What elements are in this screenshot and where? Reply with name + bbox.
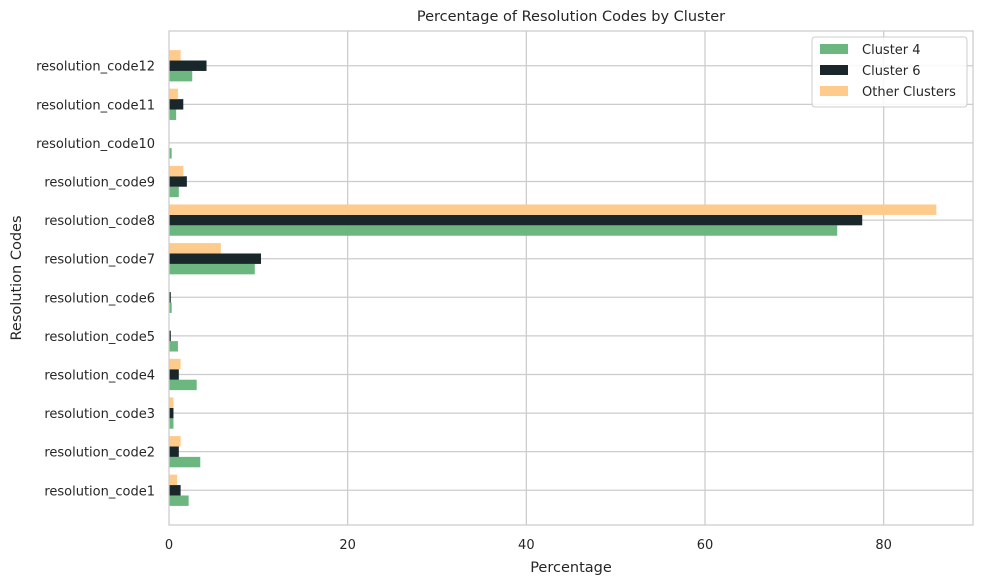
bar bbox=[169, 99, 184, 110]
y-tick-label: resolution_code6 bbox=[44, 291, 155, 306]
x-axis-label: Percentage bbox=[530, 560, 612, 576]
bars bbox=[169, 50, 937, 506]
bar bbox=[169, 302, 172, 313]
y-axis-label: Resolution Codes bbox=[9, 215, 25, 340]
legend-swatch bbox=[820, 65, 848, 75]
y-tick-label: resolution_code8 bbox=[44, 214, 155, 229]
bar bbox=[169, 358, 181, 370]
x-tick-label: 80 bbox=[875, 538, 892, 553]
legend-swatch bbox=[820, 44, 848, 54]
y-tick-label: resolution_code1 bbox=[44, 484, 155, 499]
legend: Cluster 4 Cluster 6 Other Clusters bbox=[811, 36, 968, 108]
bar bbox=[169, 456, 201, 468]
bar bbox=[169, 148, 172, 159]
x-tick-label: 40 bbox=[518, 538, 535, 553]
y-tick-label: resolution_code10 bbox=[36, 137, 155, 152]
x-tick-label: 0 bbox=[165, 538, 173, 553]
y-tick-labels: resolution_code1 resolution_code2 resoluti… bbox=[36, 60, 155, 500]
y-tick-label: resolution_code5 bbox=[44, 330, 155, 345]
bar bbox=[169, 176, 187, 187]
legend-label: Cluster 4 bbox=[862, 43, 921, 58]
bar bbox=[169, 186, 179, 198]
bar bbox=[169, 330, 171, 342]
y-tick-label: resolution_code12 bbox=[36, 60, 155, 75]
bar bbox=[169, 474, 178, 486]
x-tick-label: 20 bbox=[339, 538, 356, 553]
bar bbox=[169, 60, 207, 71]
y-tick-label: resolution_code2 bbox=[44, 446, 155, 461]
bar bbox=[169, 165, 184, 177]
bar bbox=[169, 418, 174, 429]
legend-swatch bbox=[820, 86, 848, 96]
legend-box bbox=[811, 36, 968, 108]
y-tick-label: resolution_code4 bbox=[44, 368, 155, 383]
bar bbox=[169, 495, 189, 506]
bar bbox=[169, 379, 197, 391]
x-tick-labels: 0 20 40 60 80 bbox=[165, 538, 892, 553]
y-tick-label: resolution_code9 bbox=[44, 176, 155, 191]
bar bbox=[169, 407, 174, 419]
bar bbox=[169, 243, 221, 254]
bar bbox=[169, 369, 179, 380]
bar bbox=[169, 204, 937, 215]
chart-title: Percentage of Resolution Codes by Cluste… bbox=[417, 9, 725, 25]
y-tick-label: resolution_code11 bbox=[36, 98, 155, 113]
bar bbox=[169, 341, 178, 352]
y-tick-label: resolution_code3 bbox=[44, 407, 155, 422]
y-tick-label: resolution_code7 bbox=[44, 253, 155, 268]
bar bbox=[169, 88, 178, 100]
plot-frame bbox=[168, 30, 974, 526]
bar bbox=[169, 214, 863, 226]
bar bbox=[169, 70, 193, 82]
bar bbox=[169, 225, 838, 236]
bar bbox=[169, 397, 174, 408]
bar bbox=[169, 485, 181, 496]
legend-label: Cluster 6 bbox=[862, 64, 921, 79]
bar bbox=[169, 292, 171, 303]
bar bbox=[169, 253, 262, 264]
bar bbox=[169, 446, 179, 457]
bar bbox=[169, 50, 181, 61]
bar bbox=[169, 109, 177, 120]
x-tick-label: 60 bbox=[697, 538, 714, 553]
legend-label: Other Clusters bbox=[862, 85, 956, 100]
bar bbox=[169, 263, 255, 275]
bar bbox=[169, 436, 181, 447]
